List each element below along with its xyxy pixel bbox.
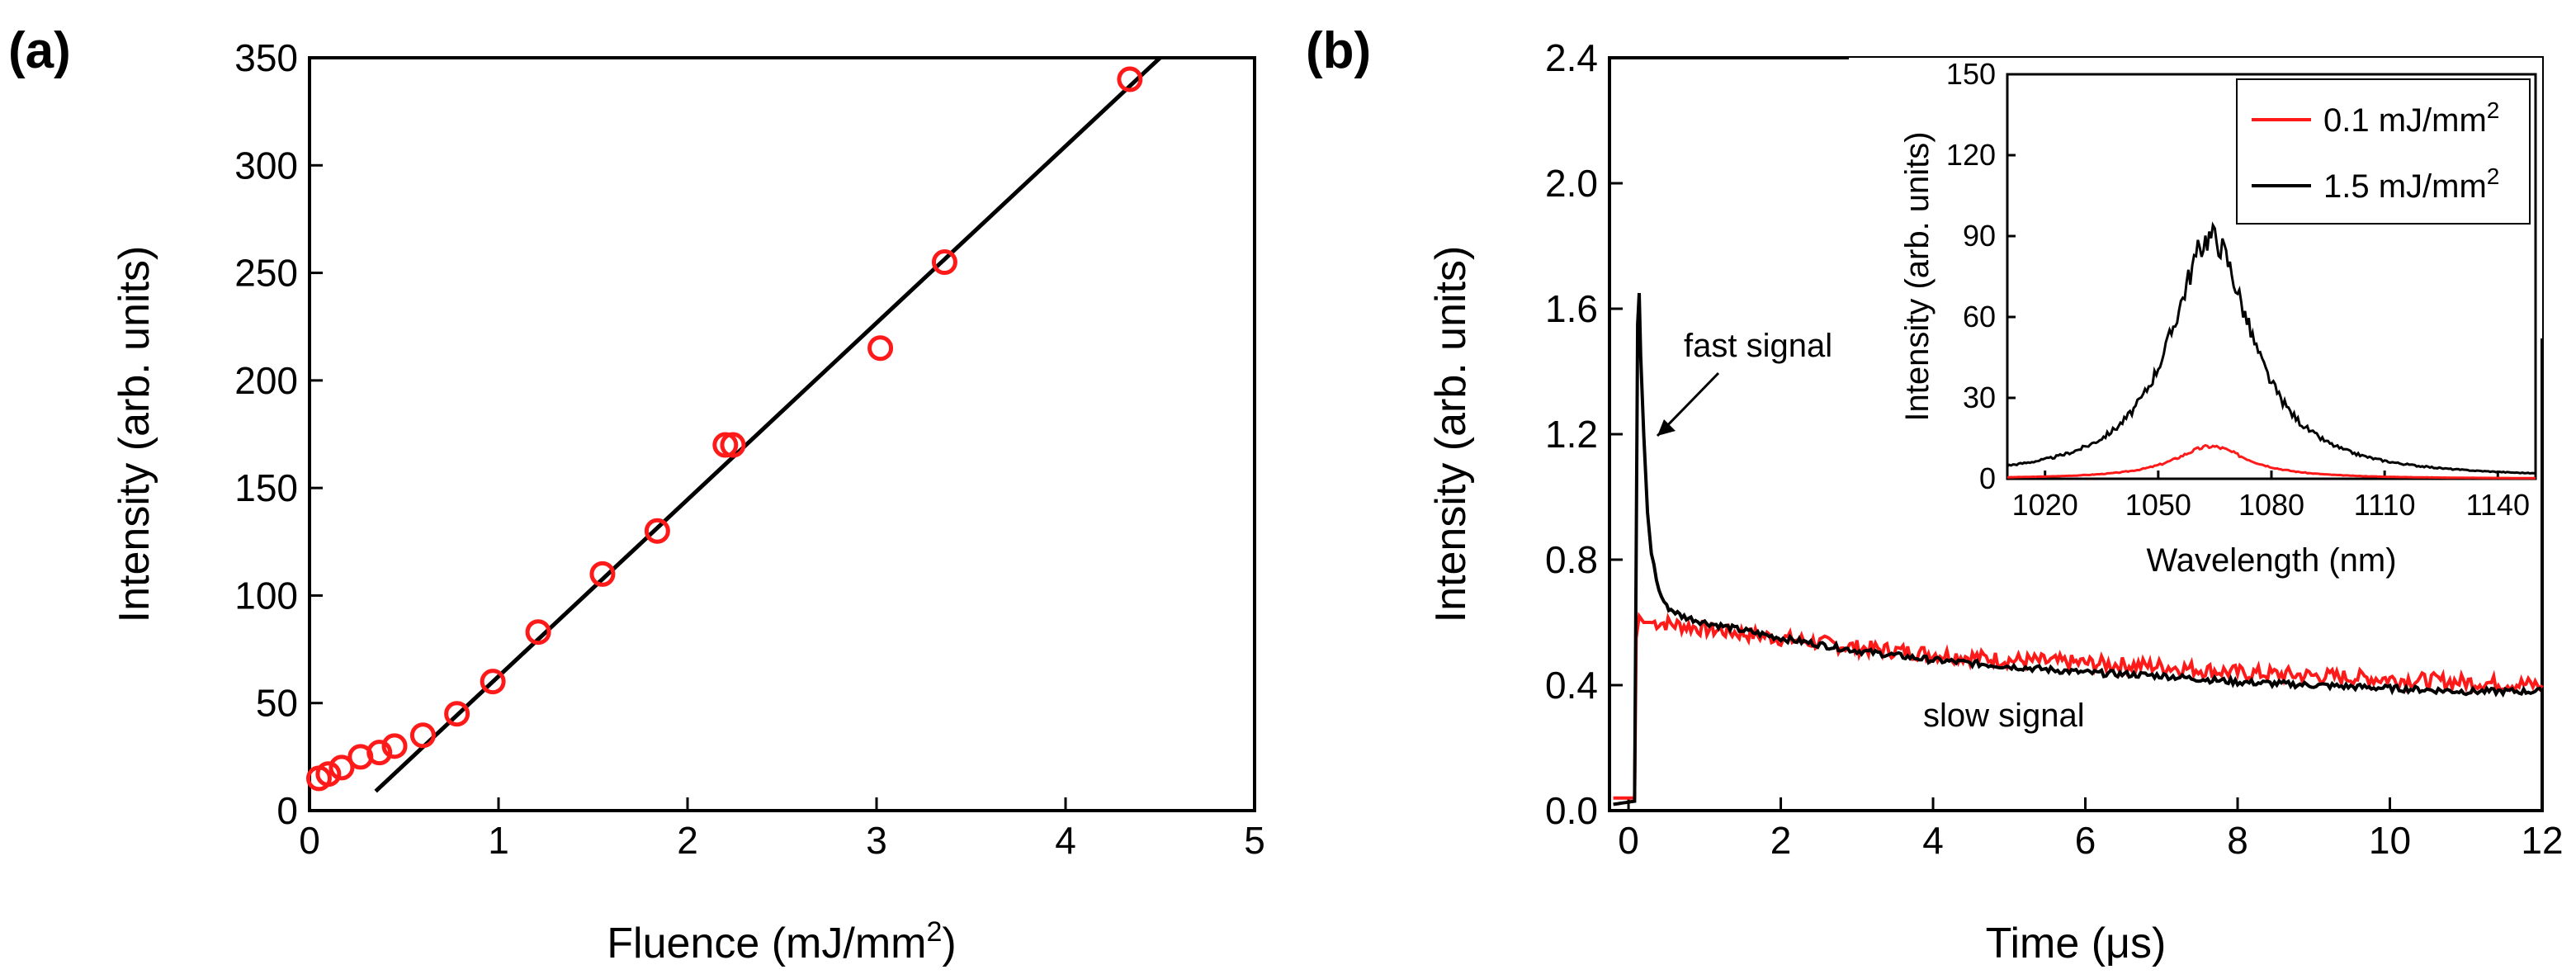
panel-a-ytick-label: 0 xyxy=(277,789,298,832)
panel-b-xtick-label: 10 xyxy=(2369,819,2411,862)
panel-b-inset: 1020 1050 1080 1110 1140 0 30 60 90 120 150 Intens… xyxy=(1849,57,2542,579)
annotation-fast-signal: fast signal xyxy=(1684,328,1832,364)
panel-a-xtick-label: 4 xyxy=(1055,819,1076,862)
annotation-slow-signal: slow signal xyxy=(1923,698,2085,734)
panel-a-ytick-label: 350 xyxy=(234,36,298,79)
annotation-fast-signal-arrowhead xyxy=(1657,419,1676,436)
data-point xyxy=(1117,66,1143,92)
inset-ytick-label: 0 xyxy=(1979,461,1996,495)
panel-b-ytick-label: 1.2 xyxy=(1545,413,1598,456)
panel-a-xtick-label: 3 xyxy=(866,819,887,862)
inset-series-line-red xyxy=(2007,443,2536,480)
panel-a-ytick-label: 100 xyxy=(234,574,298,617)
panel-a-ytick-label: 50 xyxy=(256,682,298,725)
legend-label-1.5: 1.5 mJ/mm2 xyxy=(2323,163,2499,205)
inset-ytick-label: 90 xyxy=(1963,219,1996,253)
inset-xtick-label: 1140 xyxy=(2466,488,2530,522)
data-point xyxy=(525,619,551,646)
inset-series-line-black xyxy=(2006,221,2536,475)
inset-ytick-label: 60 xyxy=(1963,300,1996,333)
data-point xyxy=(589,560,616,587)
data-point xyxy=(480,669,506,695)
panel-a-ytick-label: 150 xyxy=(234,466,298,509)
panel-b-ytick-label: 2.0 xyxy=(1545,162,1598,205)
data-point xyxy=(366,740,393,766)
data-point xyxy=(931,249,957,276)
panel-b-y-axis-title: Intensity (arb. units) xyxy=(1427,246,1475,623)
inset-ytick-label: 150 xyxy=(1946,57,1996,91)
panel-b-ticks: 0 2 4 6 8 10 12 0.0 0.4 0.8 1.2 1.6 2.0 2.4 xyxy=(1545,36,2564,862)
panel-b-xtick-label: 6 xyxy=(2075,819,2096,862)
inset-x-axis-title: Wavelength (nm) xyxy=(2146,542,2396,579)
inset-xtick-label: 1020 xyxy=(2012,488,2078,522)
legend-box xyxy=(2236,78,2531,225)
inset-marks xyxy=(2006,221,2536,480)
panel-a-ytick-label: 300 xyxy=(234,144,298,187)
panel-b-xtick-label: 4 xyxy=(1922,819,1944,862)
fit-line xyxy=(374,56,1162,793)
panel-a-y-axis-title: Intensity (arb. units) xyxy=(111,246,158,623)
panel-b-ytick-label: 0.4 xyxy=(1545,664,1598,707)
panel-b-xtick-label: 12 xyxy=(2521,819,2563,862)
data-point xyxy=(720,432,746,458)
panel-a-x-axis-title: Fluence (mJ/mm2) xyxy=(607,916,956,967)
inset-legend: 0.1 mJ/mm2 1.5 mJ/mm2 xyxy=(2236,78,2531,225)
inset-plot-frame xyxy=(2006,73,2537,480)
inset-xtick-label: 1080 xyxy=(2238,488,2304,522)
data-point xyxy=(328,754,355,781)
panel-b-ytick-label: 1.6 xyxy=(1545,287,1598,330)
legend-label-0.1: 0.1 mJ/mm2 xyxy=(2323,97,2499,139)
panel-b-x-axis-title: Time (μs) xyxy=(1986,920,2167,967)
panel-a-marks xyxy=(305,56,1162,793)
panel-a-xtick-label: 5 xyxy=(1244,819,1265,862)
panel-b-ytick-label: 0.8 xyxy=(1545,538,1598,581)
panel-b-xtick-label: 8 xyxy=(2227,819,2248,862)
panel-b-marks xyxy=(1613,292,2544,806)
data-point xyxy=(444,701,470,727)
panel-b-xtick-label: 2 xyxy=(1770,819,1792,862)
panel-b-ytick-label: 2.4 xyxy=(1545,36,1598,79)
data-point xyxy=(381,733,408,759)
data-point xyxy=(409,722,436,749)
inset-ytick-label: 30 xyxy=(1963,381,1996,414)
panel-b-label: (b) xyxy=(1306,22,1371,79)
inset-ticks: 1020 1050 1080 1110 1140 0 30 60 90 120 150 xyxy=(1946,57,2530,522)
inset-xtick-label: 1050 xyxy=(2125,488,2191,522)
panel-b: (b) 0 2 4 6 8 10 12 0.0 0.4 0.8 1.2 1.6 2.0 2.4 Inten… xyxy=(1306,22,2564,967)
panel-b-ytick-label: 0.0 xyxy=(1545,789,1598,832)
panel-a-xtick-label: 2 xyxy=(677,819,698,862)
panel-a-label: (a) xyxy=(8,22,71,79)
panel-a-xtick-label: 0 xyxy=(299,819,320,862)
data-point xyxy=(712,432,739,458)
panel-a-ytick-label: 200 xyxy=(234,359,298,402)
panel-b-xtick-label: 0 xyxy=(1618,819,1639,862)
panel-a-plot-frame xyxy=(308,56,1256,812)
inset-y-axis-title: Intensity (arb. units) xyxy=(1899,131,1936,421)
series-line-red xyxy=(1613,612,2544,800)
data-point xyxy=(644,518,670,544)
inset-ytick-label: 120 xyxy=(1946,138,1996,172)
panel-a-ytick-label: 250 xyxy=(234,252,298,295)
data-point xyxy=(867,335,894,362)
inset-xtick-label: 1110 xyxy=(2354,488,2416,522)
panel-a-xtick-label: 1 xyxy=(488,819,509,862)
data-point xyxy=(315,761,342,787)
series-line-black xyxy=(1613,292,2544,806)
